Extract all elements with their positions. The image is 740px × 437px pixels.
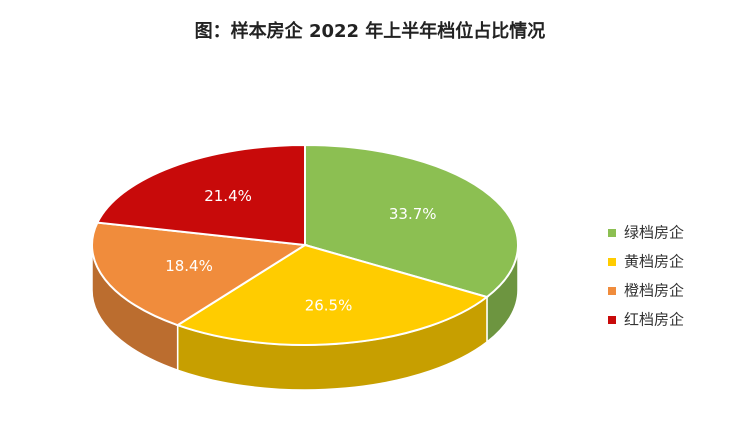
legend-swatch	[608, 287, 616, 295]
legend-swatch	[608, 258, 616, 266]
pie-slice	[304, 143, 519, 299]
legend-swatch	[608, 229, 616, 237]
data-label: 21.4%	[204, 187, 252, 205]
data-label: 18.4%	[165, 257, 213, 275]
legend-swatch	[608, 316, 616, 324]
pie-slice	[95, 143, 306, 247]
pie-slice	[91, 221, 308, 327]
legend-label: 橙档房企	[624, 282, 684, 300]
data-label: 26.5%	[305, 296, 353, 314]
data-label: 33.7%	[389, 205, 437, 223]
chart-title: 图：样本房企 2022 年上半年档位占比情况	[195, 20, 546, 42]
legend-label: 绿档房企	[624, 224, 684, 242]
legend-label: 黄档房企	[624, 253, 684, 271]
legend-label: 红档房企	[624, 311, 684, 329]
pie-slice	[175, 243, 490, 346]
